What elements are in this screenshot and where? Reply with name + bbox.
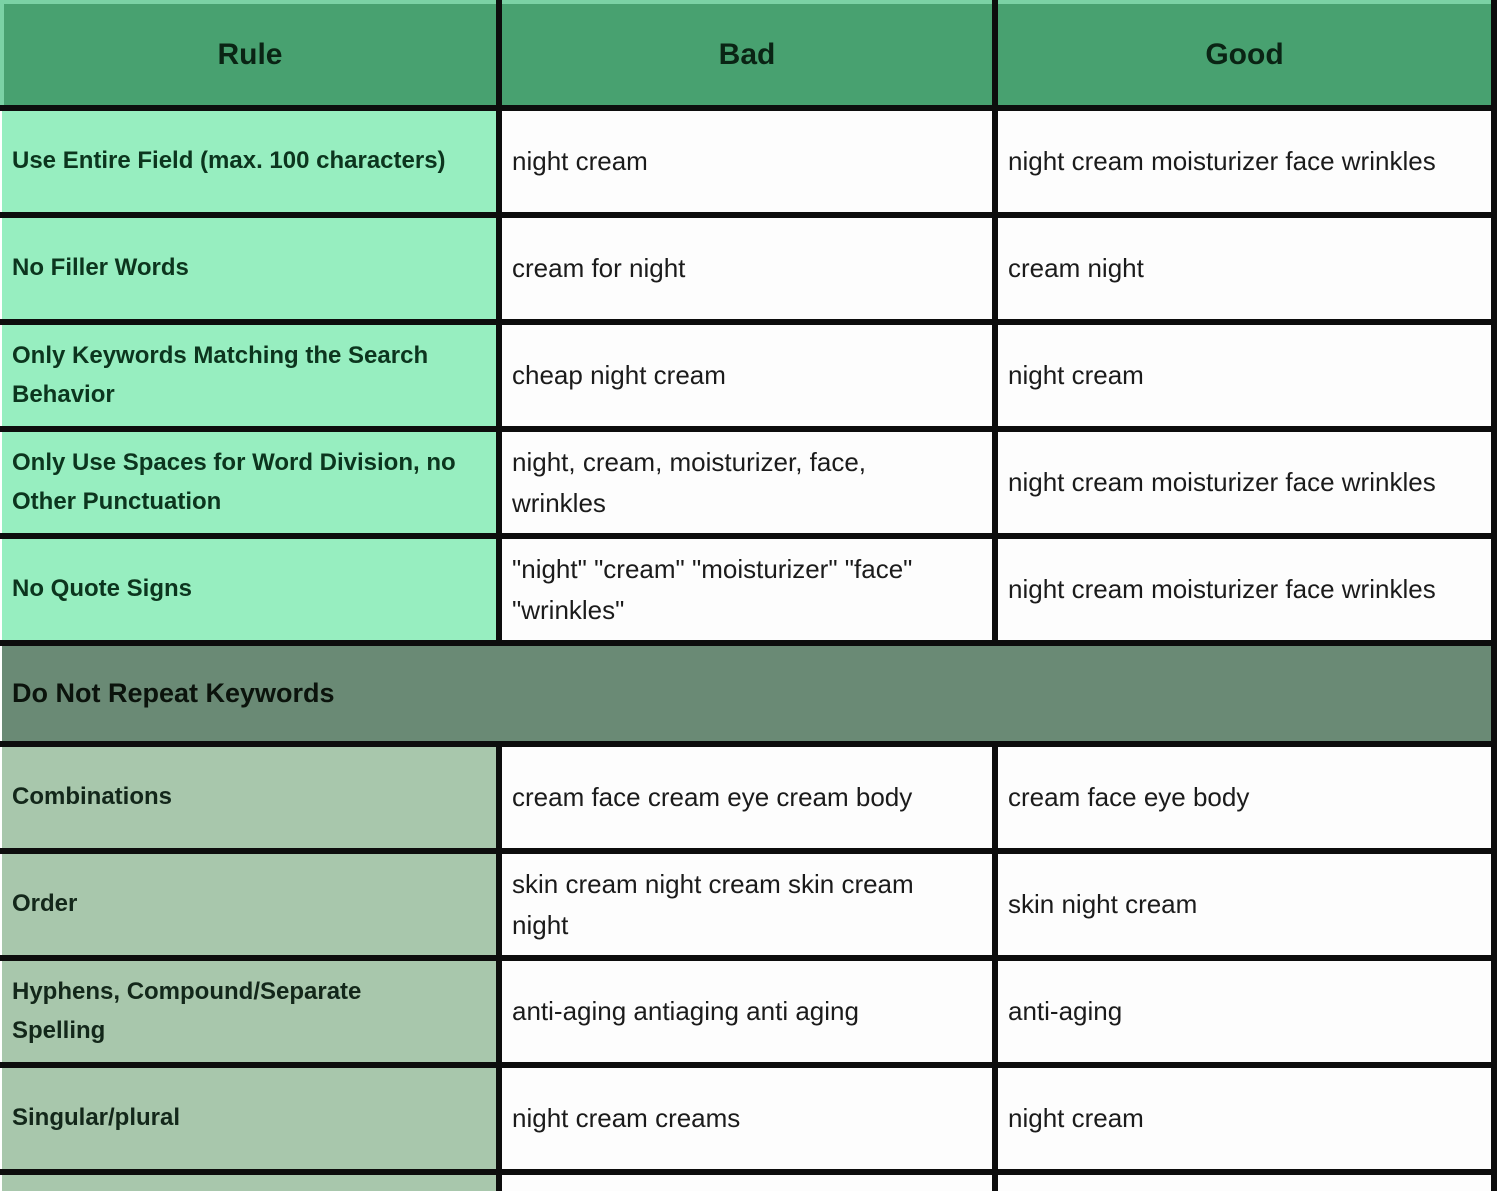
section-divider-row: Do Not Repeat Keywords [2,640,1497,747]
table-row: Only Use Spaces for Word Division, no Ot… [2,426,1497,539]
table-row: Singular/plural night cream creams night… [2,1062,1497,1175]
good-cell: cream night [992,212,1497,325]
table-row: No Filler Words cream for night cream ni… [2,212,1497,325]
table-row: Only Keywords Matching the Search Behavi… [2,319,1497,432]
bad-cell: cream for night [496,212,998,325]
bad-cell: cream face cream eye cream body [496,741,998,854]
section-divider-label: Do Not Repeat Keywords [2,640,1497,747]
good-cell: anti-aging [992,955,1497,1068]
rule-cell: Lower/upper case [2,1169,502,1191]
bad-cell: night cream creams [496,1062,998,1175]
rule-cell: Singular/plural [2,1062,502,1175]
column-header-rule: Rule [0,0,502,111]
rule-cell: No Quote Signs [2,533,502,646]
table-row: Order skin cream night cream skin cream … [2,848,1497,961]
good-cell: night cream moisturizer face wrinkles [992,105,1497,218]
bad-cell: cheap night cream [496,319,998,432]
rule-cell: Hyphens, Compound/Separate Spelling [2,955,502,1068]
table-row: Lower/upper case night cream booster BOO… [2,1169,1497,1191]
good-cell: night cream booster [992,1169,1497,1191]
table-row: Hyphens, Compound/Separate Spelling anti… [2,955,1497,1068]
good-cell: night cream moisturizer face wrinkles [992,533,1497,646]
column-header-bad: Bad [496,0,998,111]
bad-cell: night cream booster BOOSTER [496,1169,998,1191]
good-cell: night cream [992,1062,1497,1175]
header-row: Rule Bad Good [0,0,1497,111]
rule-cell: Only Use Spaces for Word Division, no Ot… [2,426,502,539]
rule-cell: Order [2,848,502,961]
rule-cell: Use Entire Field (max. 100 characters) [2,105,502,218]
bad-cell: night cream [496,105,998,218]
good-cell: night cream moisturizer face wrinkles [992,426,1497,539]
column-header-good: Good [992,0,1497,111]
table-header: Rule Bad Good [0,0,1497,111]
good-cell: skin night cream [992,848,1497,961]
bad-cell: "night" "cream" "moisturizer" "face" "wr… [496,533,998,646]
rule-cell: Only Keywords Matching the Search Behavi… [2,319,502,432]
good-cell: night cream [992,319,1497,432]
rule-cell: Combinations [2,741,502,854]
table-row: Combinations cream face cream eye cream … [2,741,1497,854]
bad-cell: skin cream night cream skin cream night [496,848,998,961]
rule-cell: No Filler Words [2,212,502,325]
bad-cell: anti-aging antiaging anti aging [496,955,998,1068]
good-cell: cream face eye body [992,741,1497,854]
table-row: Use Entire Field (max. 100 characters) n… [2,105,1497,218]
table-row: No Quote Signs "night" "cream" "moisturi… [2,533,1497,646]
bad-cell: night, cream, moisturizer, face, wrinkle… [496,426,998,539]
